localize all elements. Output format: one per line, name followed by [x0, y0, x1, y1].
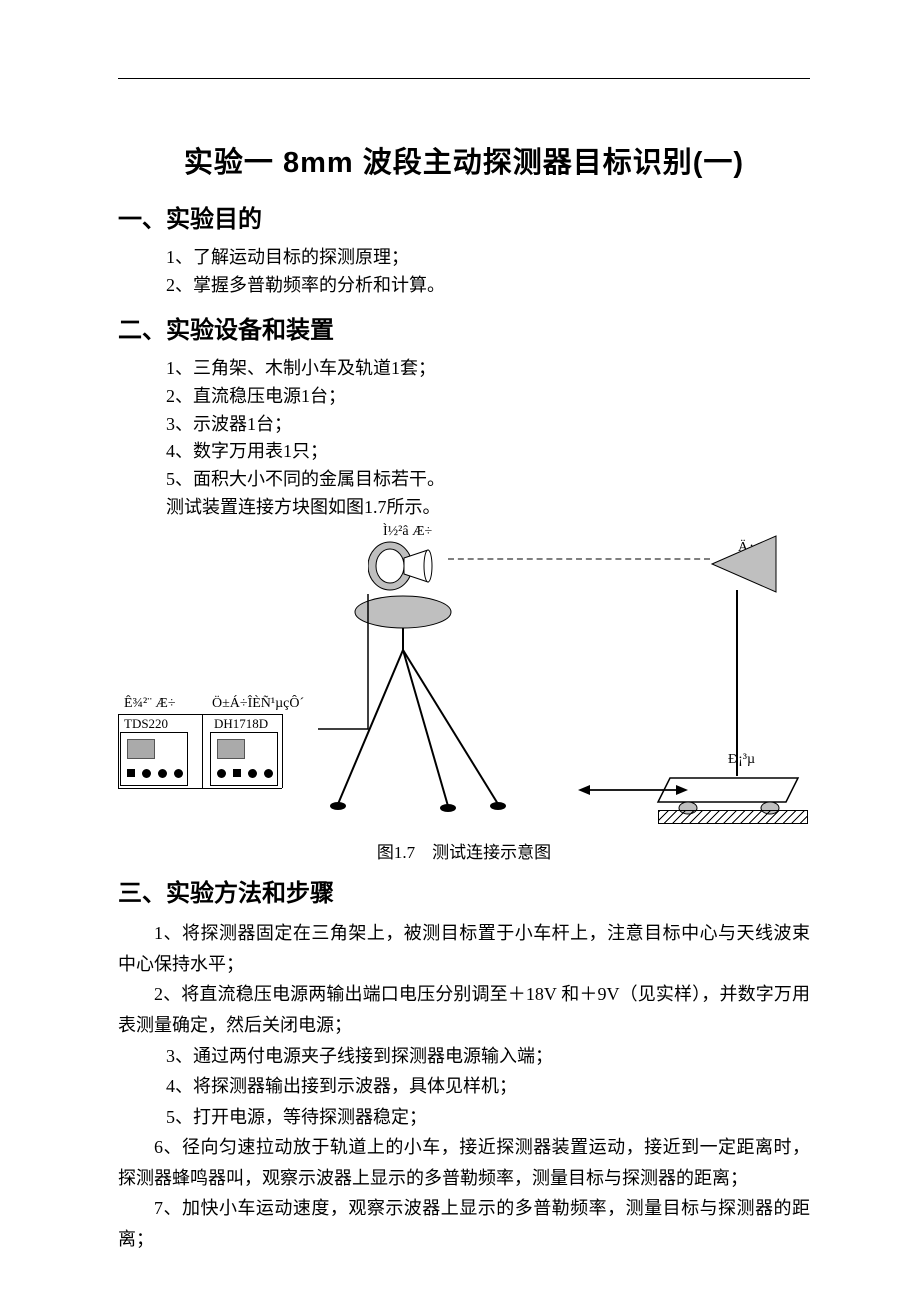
purpose-list: 1、了解运动目标的探测原理； 2、掌握多普勒频率的分析和计算。	[118, 244, 810, 300]
detector-icon	[368, 540, 438, 592]
power-model-label: DH1718D	[214, 716, 268, 732]
instrument-divider	[202, 714, 203, 788]
oscilloscope-above-label: Ê¾²¨ Æ÷	[124, 696, 176, 712]
method-para: 4、将探测器输出接到示波器，具体见样机；	[118, 1071, 810, 1102]
list-item: 1、了解运动目标的探测原理；	[166, 244, 810, 272]
oscilloscope-screen-icon	[127, 739, 155, 759]
method-para: 3、通过两付电源夹子线接到探测器电源输入端；	[118, 1041, 810, 1072]
page: 实验一 8mm 波段主动探测器目标识别(一) 一、实验目的 1、了解运动目标的探…	[0, 0, 920, 1315]
list-item: 2、掌握多普勒频率的分析和计算。	[166, 272, 810, 300]
figure-caption: 图1.7 测试连接示意图	[118, 838, 810, 863]
method-para: 5、打开电源，等待探测器稳定；	[118, 1102, 810, 1133]
list-item: 3、示波器1台；	[166, 411, 810, 439]
list-item: 测试装置连接方块图如图1.7所示。	[166, 494, 810, 522]
document-title: 实验一 8mm 波段主动探测器目标识别(一)	[118, 139, 810, 181]
instrument-group: Ê¾²¨ Æ÷ Ö±Á÷ÎÈÑ¹µçÔ´ TDS220 DH1718D	[118, 702, 348, 822]
method-para: 6、径向匀速拉动放于轨道上的小车，接近探测器装置运动，接近到一定距离时，探测器蜂…	[118, 1132, 810, 1193]
oscilloscope-buttons	[127, 769, 183, 779]
instrument-baseline	[118, 788, 282, 789]
power-buttons	[217, 769, 273, 779]
instrument-right-border	[282, 714, 283, 788]
method-para: 2、将直流稳压电源两输出端口电压分别调至＋18V 和＋9V（见实样），并数字万用…	[118, 979, 810, 1040]
ground-hatching	[658, 810, 808, 824]
equipment-list: 1、三角架、木制小车及轨道1套； 2、直流稳压电源1台； 3、示波器1台； 4、…	[118, 355, 810, 522]
oscilloscope-model-label: TDS220	[124, 716, 168, 732]
figure-diagram: Ì½²â Æ÷ Ä¿±ê Ð¡³µ	[118, 532, 798, 832]
instrument-left-border	[118, 714, 119, 788]
motion-arrow-icon	[578, 782, 688, 798]
power-supply-box	[210, 732, 278, 786]
method-para: 7、加快小车运动速度，观察示波器上显示的多普勒频率，测量目标与探测器的距离；	[118, 1193, 810, 1254]
power-above-label: Ö±Á÷ÎÈÑ¹µçÔ´	[212, 696, 304, 712]
top-horizontal-rule	[118, 78, 810, 79]
oscilloscope-box	[120, 732, 188, 786]
target-icon	[708, 532, 780, 596]
method-para: 1、将探测器固定在三角架上，被测目标置于小车杆上，注意目标中心与天线波束中心保持…	[118, 918, 810, 979]
cart-label: Ð¡³µ	[728, 752, 755, 768]
instrument-top-border	[118, 714, 282, 715]
section-heading-purpose: 一、实验目的	[118, 199, 810, 234]
list-item: 2、直流稳压电源1台；	[166, 383, 810, 411]
section-heading-method: 三、实验方法和步骤	[118, 873, 810, 908]
detector-label: Ì½²â Æ÷	[383, 524, 432, 540]
list-item: 5、面积大小不同的金属目标若干。	[166, 466, 810, 494]
beam-dashline	[448, 558, 710, 560]
power-screen-icon	[217, 739, 245, 759]
tripod-icon	[318, 594, 578, 814]
list-item: 1、三角架、木制小车及轨道1套；	[166, 355, 810, 383]
section-heading-equipment: 二、实验设备和装置	[118, 310, 810, 345]
list-item: 4、数字万用表1只；	[166, 438, 810, 466]
target-pole	[736, 590, 738, 776]
